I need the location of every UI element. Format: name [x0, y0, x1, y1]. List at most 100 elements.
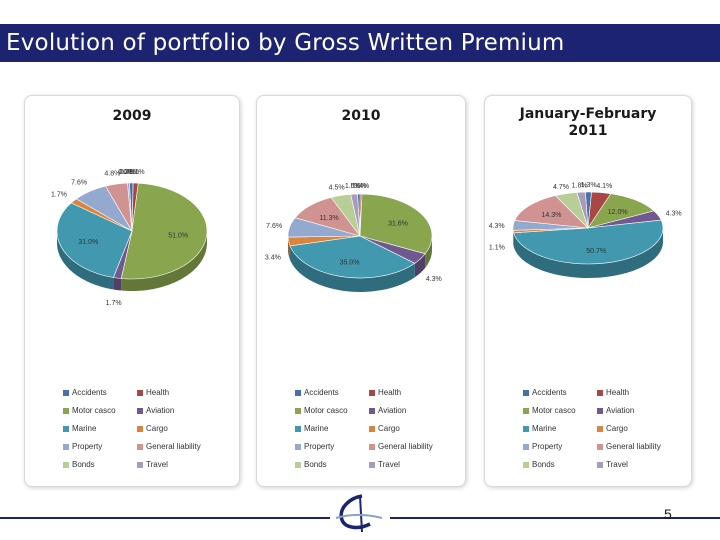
slide-title-bar: Evolution of portfolio by Gross Written …: [0, 24, 720, 62]
legend-item: Marine: [63, 424, 96, 434]
data-label: 1.3%: [581, 182, 597, 189]
legend-label: Marine: [72, 424, 97, 433]
footer-divider-left: [0, 517, 330, 519]
pie-slice: [576, 191, 589, 229]
legend-label: General liability: [378, 442, 433, 451]
data-label: 1.1%: [129, 169, 145, 176]
legend-swatch: [369, 425, 375, 432]
data-label: 50.7%: [586, 248, 606, 255]
data-label: 35.0%: [340, 259, 360, 266]
legend-swatch: [63, 443, 69, 450]
legend-swatch: [63, 461, 69, 468]
legend-swatch: [369, 461, 375, 468]
pie-chart-2010: 0.6%0.4% 31.6% 4.3% 35.0% 3.4% 7.6% 11.3% 4.5% 1…: [265, 183, 442, 292]
footer-divider-right: [390, 517, 720, 519]
legend-swatch: [137, 407, 143, 414]
legend-item: Bonds: [523, 460, 555, 470]
data-label: 3.4%: [265, 255, 281, 262]
pie-slice-side: [290, 245, 415, 292]
legend-swatch: [63, 407, 69, 414]
legend-label: Travel: [146, 460, 168, 469]
legend-item: Property: [523, 442, 562, 452]
legend-item: Cargo: [597, 424, 628, 434]
data-label: 4.1%: [596, 183, 612, 190]
legend-swatch: [295, 443, 301, 450]
legend-item: Property: [63, 442, 102, 452]
pie-slice: [350, 193, 361, 237]
legend-swatch: [369, 443, 375, 450]
legend-label: Bonds: [72, 460, 95, 469]
legend-swatch: [523, 443, 529, 450]
legend-swatch: [597, 461, 603, 468]
legend-swatch: [63, 389, 69, 396]
legend-swatch: [369, 407, 375, 414]
legend-swatch: [523, 425, 529, 432]
legend-swatch: [369, 389, 375, 396]
data-label: 1.7%: [51, 191, 67, 198]
data-label: 4.8%: [104, 170, 120, 177]
legend-item: General liability: [369, 442, 433, 452]
legend-swatch: [597, 443, 603, 450]
legend-item: Health: [369, 388, 401, 398]
data-label: 4.3%: [666, 211, 682, 218]
legend-label: Property: [72, 442, 103, 451]
legend-item: Travel: [597, 460, 628, 470]
legend-item: General liability: [137, 442, 201, 452]
legend-swatch: [597, 425, 603, 432]
data-label: 7.6%: [71, 180, 87, 187]
legend-label: Health: [606, 388, 630, 397]
data-label: 0.0%: [118, 169, 134, 176]
legend-label: Bonds: [532, 460, 555, 469]
legend-swatch: [137, 389, 143, 396]
pie-slice-side: [513, 230, 514, 247]
chart-panel-jan-feb-2011: January-February 2011 1.3% 4.1% 12.0% 4.3% 5…: [484, 95, 692, 487]
legend-swatch: [523, 389, 529, 396]
legend-item: Accidents: [63, 388, 107, 398]
legend-swatch: [137, 443, 143, 450]
legend-label: Motor casco: [532, 406, 576, 415]
data-label: 31.6%: [388, 220, 408, 227]
legend-label: Marine: [304, 424, 329, 433]
legend-label: Accidents: [532, 388, 567, 397]
legend-label: General liability: [606, 442, 661, 451]
pie-chart-jan-feb-2011: 1.3% 4.1% 12.0% 4.3% 50.7% 1.1% 4.3% 14.3% 4.7% 1…: [489, 182, 682, 279]
legend-label: Property: [532, 442, 563, 451]
legend-swatch: [295, 425, 301, 432]
pie-slice: [289, 235, 416, 279]
legend-swatch: [137, 461, 143, 468]
legend-label: Bonds: [304, 460, 327, 469]
legend-label: Motor casco: [72, 406, 116, 415]
legend-item: General liability: [597, 442, 661, 452]
legend-item: Health: [137, 388, 169, 398]
pie-slice-side: [113, 277, 122, 291]
legend-label: Accidents: [304, 388, 339, 397]
legend-label: Health: [378, 388, 402, 397]
legend-label: Cargo: [146, 424, 168, 433]
legend-item: Bonds: [63, 460, 95, 470]
legend-item: Travel: [137, 460, 168, 470]
chart-title: 2010: [341, 108, 381, 124]
legend-label: Aviation: [606, 406, 635, 415]
legend-swatch: [523, 461, 529, 468]
legend-item: Aviation: [369, 406, 406, 416]
data-label: 51.0%: [168, 232, 188, 239]
legend-item: Cargo: [137, 424, 168, 434]
legend-item: Marine: [523, 424, 556, 434]
legend-label: Accidents: [72, 388, 107, 397]
data-label: 31.0%: [78, 239, 98, 246]
data-label: 0.4%: [120, 169, 136, 176]
legend-label: Aviation: [146, 406, 175, 415]
data-label: 1.5%: [345, 183, 361, 190]
legend-swatch: [295, 389, 301, 396]
legend-label: Travel: [378, 460, 400, 469]
pie-slice: [359, 193, 433, 255]
chart-panel-2010: 2010 0.6% 0.4% 31.6% 4.3% 35.0% 3.4% 7.6% 11.3%…: [256, 95, 466, 487]
data-label: 0.6%: [351, 183, 367, 190]
legend-label: Property: [304, 442, 335, 451]
pie-slice: [56, 202, 133, 278]
legend-swatch: [295, 461, 301, 468]
data-label: 4.3%: [426, 276, 442, 283]
chart-title: 2009: [112, 108, 152, 124]
data-label: 0.8%: [123, 169, 139, 176]
legend-swatch: [523, 407, 529, 414]
